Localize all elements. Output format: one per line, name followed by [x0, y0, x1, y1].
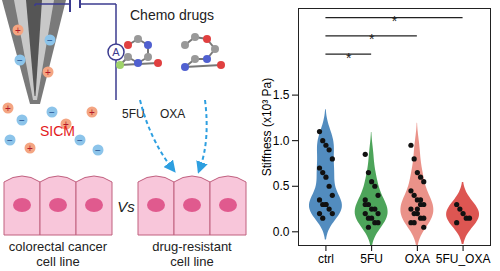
svg-text:SICM: SICM [40, 123, 75, 139]
svg-text:+: + [89, 107, 95, 118]
svg-text:Vs: Vs [117, 198, 135, 215]
svg-text:drug-resistant: drug-resistant [152, 239, 232, 254]
svg-text:5FU_OXA: 5FU_OXA [436, 252, 491, 266]
svg-text:*: * [392, 13, 398, 29]
svg-text:1.5: 1.5 [273, 88, 290, 102]
svg-text:cell line: cell line [170, 254, 213, 269]
svg-text:−: − [47, 35, 53, 46]
svg-text:1.0: 1.0 [273, 134, 290, 148]
svg-text:−: − [19, 115, 25, 126]
svg-text:Stiffness (x10³ Pa): Stiffness (x10³ Pa) [260, 78, 274, 176]
svg-text:0.0: 0.0 [273, 225, 290, 239]
svg-text:−: − [49, 107, 55, 118]
svg-text:+: + [27, 143, 33, 154]
svg-text:ctrl: ctrl [318, 252, 334, 266]
svg-text:−: − [7, 135, 13, 146]
svg-text:−: − [95, 145, 101, 156]
svg-text:0.5: 0.5 [273, 179, 290, 193]
svg-text:5FU: 5FU [360, 252, 383, 266]
svg-text:colorectal cancer: colorectal cancer [9, 239, 108, 254]
svg-text:*: * [346, 50, 352, 66]
svg-text:cell line: cell line [36, 254, 79, 269]
svg-text:+: + [45, 67, 51, 78]
svg-text:Chemo drugs: Chemo drugs [130, 7, 214, 23]
svg-text:+: + [5, 103, 11, 114]
svg-text:OXA: OXA [160, 107, 185, 121]
svg-text:−: − [77, 135, 83, 146]
svg-text:−: − [17, 55, 23, 66]
svg-text:5FU: 5FU [122, 107, 145, 121]
svg-text:OXA: OXA [405, 252, 430, 266]
svg-text:A: A [112, 46, 120, 58]
svg-text:+: + [15, 25, 21, 36]
svg-text:*: * [369, 31, 375, 47]
